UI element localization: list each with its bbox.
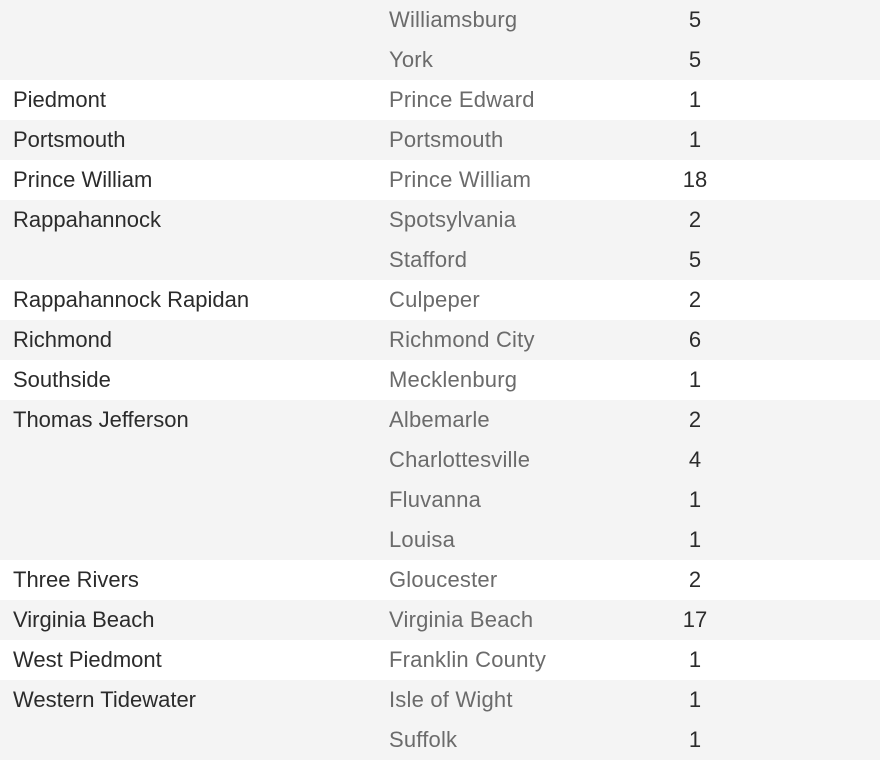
locality-name: Portsmouth — [389, 127, 504, 152]
count-value: 5 — [688, 247, 702, 272]
table-row[interactable]: Charlottesville 4 — [0, 440, 880, 480]
district-group: Three Rivers Gloucester 2 — [0, 560, 880, 600]
district-name: Piedmont — [13, 87, 106, 112]
district-group: Prince William Prince William 18 — [0, 160, 880, 200]
table-row[interactable]: Williamsburg 5 — [0, 0, 880, 40]
locality-name: Isle of Wight — [389, 687, 513, 712]
table-row[interactable]: Fluvanna 1 — [0, 480, 880, 520]
locality-name: York — [389, 47, 434, 72]
locality-name: Fluvanna — [389, 487, 482, 512]
table-row[interactable]: Louisa 1 — [0, 520, 880, 560]
locality-name: Spotsylvania — [389, 207, 517, 232]
locality-name: Prince Edward — [389, 87, 535, 112]
count-value: 6 — [688, 327, 702, 352]
locality-name: Stafford — [389, 247, 468, 272]
table-row[interactable]: West Piedmont Franklin County 1 — [0, 640, 880, 680]
count-value: 2 — [688, 407, 702, 432]
district-group: West Piedmont Franklin County 1 — [0, 640, 880, 680]
locality-name: Richmond City — [389, 327, 535, 352]
district-group: Williamsburg 5 York 5 — [0, 0, 880, 80]
count-value: 1 — [688, 487, 702, 512]
table-row[interactable]: Virginia Beach Virginia Beach 17 — [0, 600, 880, 640]
count-value: 1 — [688, 687, 702, 712]
table-row[interactable]: Portsmouth Portsmouth 1 — [0, 120, 880, 160]
count-value: 2 — [688, 567, 702, 592]
table-row[interactable]: Richmond Richmond City 6 — [0, 320, 880, 360]
locality-name: Prince William — [389, 167, 532, 192]
count-value: 4 — [688, 447, 702, 472]
locality-name: Charlottesville — [389, 447, 531, 472]
locality-name: Gloucester — [389, 567, 498, 592]
table-row[interactable]: Rappahannock Spotsylvania 2 — [0, 200, 880, 240]
locality-name: Albemarle — [389, 407, 490, 432]
district-group: Thomas Jefferson Albemarle 2 Charlottesv… — [0, 400, 880, 560]
count-value: 17 — [682, 607, 708, 632]
district-group: Virginia Beach Virginia Beach 17 — [0, 600, 880, 640]
table-row[interactable]: Piedmont Prince Edward 1 — [0, 80, 880, 120]
district-group: Rappahannock Spotsylvania 2 Stafford 5 — [0, 200, 880, 280]
district-name: Prince William — [13, 167, 153, 192]
district-group: Western Tidewater Isle of Wight 1 Suffol… — [0, 680, 880, 760]
count-value: 2 — [688, 287, 702, 312]
locality-name: Mecklenburg — [389, 367, 518, 392]
locality-name: Williamsburg — [389, 7, 518, 32]
locality-name: Franklin County — [389, 647, 547, 672]
district-name: Portsmouth — [13, 127, 126, 152]
district-name: Rappahannock Rapidan — [13, 287, 250, 312]
district-group: Southside Mecklenburg 1 — [0, 360, 880, 400]
count-value: 1 — [688, 127, 702, 152]
district-group: Portsmouth Portsmouth 1 — [0, 120, 880, 160]
table-row[interactable]: Thomas Jefferson Albemarle 2 — [0, 400, 880, 440]
locality-name: Suffolk — [389, 727, 458, 752]
district-name: Thomas Jefferson — [13, 407, 189, 432]
locality-name: Louisa — [389, 527, 456, 552]
count-value: 5 — [688, 7, 702, 32]
district-name: Rappahannock — [13, 207, 162, 232]
count-value: 1 — [688, 727, 702, 752]
locality-name: Virginia Beach — [389, 607, 534, 632]
count-value: 1 — [688, 87, 702, 112]
count-value: 1 — [688, 527, 702, 552]
district-name: Southside — [13, 367, 111, 392]
district-group: Piedmont Prince Edward 1 — [0, 80, 880, 120]
table-row[interactable]: Rappahannock Rapidan Culpeper 2 — [0, 280, 880, 320]
locality-name: Culpeper — [389, 287, 480, 312]
table-row[interactable]: York 5 — [0, 40, 880, 80]
district-name: Richmond — [13, 327, 113, 352]
district-name: Virginia Beach — [13, 607, 155, 632]
table-row[interactable]: Three Rivers Gloucester 2 — [0, 560, 880, 600]
count-value: 2 — [688, 207, 702, 232]
count-value: 1 — [688, 647, 702, 672]
table-row[interactable]: Prince William Prince William 18 — [0, 160, 880, 200]
count-value: 18 — [682, 167, 708, 192]
district-group: Rappahannock Rapidan Culpeper 2 — [0, 280, 880, 320]
table-row[interactable]: Suffolk 1 — [0, 720, 880, 760]
table-row[interactable]: Southside Mecklenburg 1 — [0, 360, 880, 400]
district-group: Richmond Richmond City 6 — [0, 320, 880, 360]
district-name: Three Rivers — [13, 567, 139, 592]
count-value: 5 — [688, 47, 702, 72]
table-row[interactable]: Stafford 5 — [0, 240, 880, 280]
count-value: 1 — [688, 367, 702, 392]
table-row[interactable]: Western Tidewater Isle of Wight 1 — [0, 680, 880, 720]
district-name: Western Tidewater — [13, 687, 197, 712]
district-name: West Piedmont — [13, 647, 162, 672]
